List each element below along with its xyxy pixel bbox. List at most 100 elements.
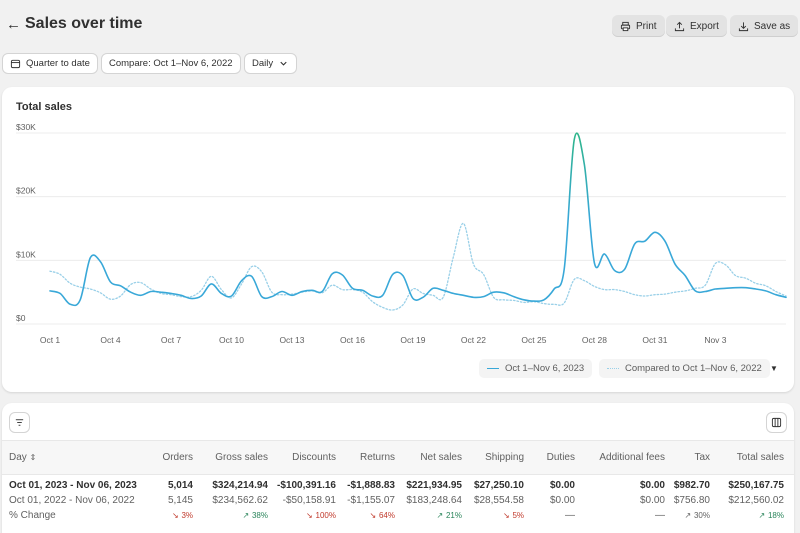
row-current-label: Oct 01, 2023 - Nov 06, 2023 xyxy=(9,480,137,491)
cell-total-sales: $250,167.75 xyxy=(728,480,784,491)
total-change-value: 18% xyxy=(767,511,784,520)
arrow-down-right-icon: ↘ xyxy=(306,511,313,520)
table-header: Day ⇕ Orders Gross sales Discounts Retur… xyxy=(2,440,794,475)
cell-returns: -$1,888.83 xyxy=(347,480,395,491)
y-tick-label: $0 xyxy=(16,313,26,323)
column-header-shipping[interactable]: Shipping xyxy=(485,452,524,463)
cell-shipping: $27,250.10 xyxy=(473,480,524,491)
tax-change-value: 30% xyxy=(693,511,710,520)
cell-total-sales-change: ↗ 18% xyxy=(759,510,785,521)
orders-change-value: 3% xyxy=(181,511,193,520)
legend-comparison[interactable]: Compared to Oct 1–Nov 6, 2022 xyxy=(599,359,770,378)
print-button[interactable]: Print xyxy=(612,15,665,37)
arrow-up-right-icon: ↗ xyxy=(684,511,692,520)
net-change-value: 21% xyxy=(445,511,462,520)
cell-shipping: $28,554.58 xyxy=(473,495,524,506)
page-header: ← Sales over time Print Export Save as xyxy=(0,0,800,52)
cell-net-sales: $183,248.64 xyxy=(406,495,462,506)
x-tick-label: Oct 7 xyxy=(161,335,182,345)
export-button[interactable]: Export xyxy=(666,15,727,37)
cell-returns: -$1,155.07 xyxy=(347,495,395,506)
column-header-additional-fees[interactable]: Additional fees xyxy=(599,452,665,463)
cell-duties-change: — xyxy=(565,510,575,521)
column-header-duties[interactable]: Duties xyxy=(546,452,575,463)
date-range-button[interactable]: Quarter to date xyxy=(2,53,98,74)
cell-discounts: -$50,158.91 xyxy=(282,495,336,506)
arrow-up-right-icon: ↗ xyxy=(758,511,766,520)
cell-gross-sales: $324,214.94 xyxy=(212,480,268,491)
columns-icon xyxy=(771,417,782,428)
column-header-net-sales[interactable]: Net sales xyxy=(420,452,462,463)
cell-gross-sales: $234,562.62 xyxy=(212,495,268,506)
arrow-down-right-icon: ↘ xyxy=(171,511,179,520)
save-as-label: Save as xyxy=(754,20,791,32)
cell-orders-change: ↘ 3% xyxy=(172,510,193,521)
granularity-select[interactable]: Daily xyxy=(244,53,298,74)
cell-discounts: -$100,391.16 xyxy=(277,480,336,491)
arrow-up-right-icon: ↗ xyxy=(242,511,250,520)
compare-range-button[interactable]: Compare: Oct 1–Nov 6, 2022 xyxy=(101,53,241,74)
legend-chevron-down-icon[interactable]: ▼ xyxy=(770,364,778,373)
x-tick-label: Oct 19 xyxy=(400,335,425,345)
cell-fees-change: — xyxy=(655,510,665,521)
export-icon xyxy=(674,21,685,31)
cell-net-sales-change: ↗ 21% xyxy=(437,510,463,521)
cell-discounts-change: ↘ 100% xyxy=(306,510,336,521)
export-label: Export xyxy=(690,20,719,32)
chart-title: Total sales xyxy=(16,101,73,113)
filter-sort-button[interactable] xyxy=(9,412,30,433)
y-tick-label: $20K xyxy=(16,186,36,196)
discounts-change-value: 100% xyxy=(315,511,336,520)
returns-change-value: 64% xyxy=(378,511,395,520)
cell-duties: $0.00 xyxy=(549,495,575,506)
x-tick-label: Oct 13 xyxy=(279,335,304,345)
x-tick-label: Oct 1 xyxy=(40,335,61,345)
x-tick-label: Oct 4 xyxy=(100,335,121,345)
cell-tax: $982.70 xyxy=(673,480,710,491)
chevron-down-icon xyxy=(280,61,287,66)
cell-gross-sales-change: ↗ 38% xyxy=(243,510,269,521)
save-icon xyxy=(738,21,749,31)
legend-current-label: Oct 1–Nov 6, 2023 xyxy=(505,363,585,374)
cell-additional-fees: $0.00 xyxy=(639,495,665,506)
row-change-label: % Change xyxy=(9,510,56,521)
column-header-discounts[interactable]: Discounts xyxy=(292,452,336,463)
arrow-down-right-icon: ↘ xyxy=(369,511,377,520)
legend-comparison-swatch xyxy=(607,368,619,369)
printer-icon xyxy=(620,21,631,31)
column-header-orders[interactable]: Orders xyxy=(162,452,193,463)
filter-lines-icon xyxy=(15,419,24,426)
cell-additional-fees: $0.00 xyxy=(639,480,665,491)
arrow-up-right-icon: ↗ xyxy=(436,511,444,520)
x-tick-label: Oct 10 xyxy=(219,335,244,345)
row-previous-label: Oct 01, 2022 - Nov 06, 2022 xyxy=(9,495,135,506)
back-arrow-icon[interactable]: ← xyxy=(6,16,21,33)
cell-net-sales: $221,934.95 xyxy=(406,480,462,491)
page-title: Sales over time xyxy=(25,15,143,32)
compare-range-label: Compare: Oct 1–Nov 6, 2022 xyxy=(109,58,233,69)
calendar-icon xyxy=(10,59,21,69)
sales-line-chart: $30K $20K $10K $0 Oct 1 Oct 4 Oct 7 Oct 10 Oct 1… xyxy=(16,122,787,345)
column-header-tax[interactable]: Tax xyxy=(694,452,710,463)
column-header-total-sales[interactable]: Total sales xyxy=(736,452,784,463)
columns-button[interactable] xyxy=(766,412,787,433)
column-header-gross-sales[interactable]: Gross sales xyxy=(215,452,268,463)
x-tick-label: Nov 3 xyxy=(704,335,726,345)
gross-change-value: 38% xyxy=(251,511,268,520)
y-tick-label: $30K xyxy=(16,122,36,132)
arrow-down-right-icon: ↘ xyxy=(502,511,510,520)
legend-current-swatch xyxy=(487,368,499,369)
print-label: Print xyxy=(636,20,657,32)
legend-comparison-label: Compared to Oct 1–Nov 6, 2022 xyxy=(625,363,762,374)
y-tick-label: $10K xyxy=(16,249,36,259)
column-header-day[interactable]: Day ⇕ xyxy=(9,452,36,463)
cell-orders: 5,014 xyxy=(167,480,193,491)
date-range-label: Quarter to date xyxy=(26,58,90,69)
granularity-label: Daily xyxy=(252,58,274,69)
cell-orders: 5,145 xyxy=(167,495,193,506)
x-tick-label: Oct 25 xyxy=(521,335,546,345)
column-header-returns[interactable]: Returns xyxy=(359,452,395,463)
x-tick-label: Oct 28 xyxy=(582,335,607,345)
save-as-button[interactable]: Save as xyxy=(730,15,799,37)
legend-current[interactable]: Oct 1–Nov 6, 2023 xyxy=(479,359,593,378)
